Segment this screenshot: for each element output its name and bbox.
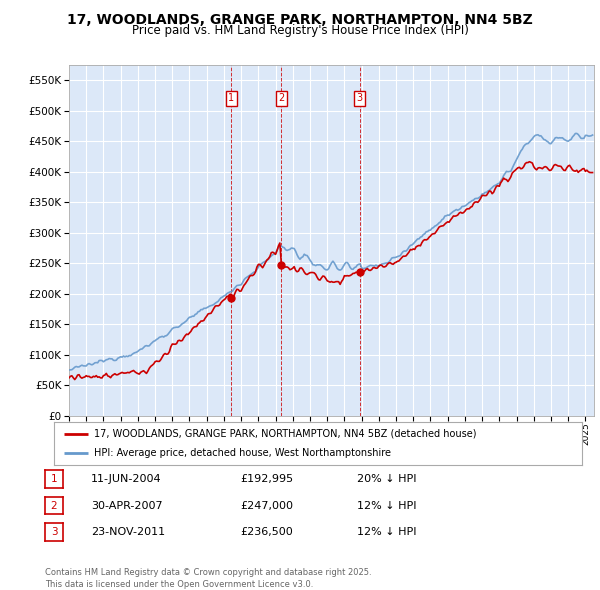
Text: Price paid vs. HM Land Registry's House Price Index (HPI): Price paid vs. HM Land Registry's House …	[131, 24, 469, 37]
Text: HPI: Average price, detached house, West Northamptonshire: HPI: Average price, detached house, West…	[94, 448, 391, 458]
Text: 30-APR-2007: 30-APR-2007	[91, 501, 163, 510]
Text: 3: 3	[50, 527, 58, 537]
Text: 17, WOODLANDS, GRANGE PARK, NORTHAMPTON, NN4 5BZ: 17, WOODLANDS, GRANGE PARK, NORTHAMPTON,…	[67, 13, 533, 27]
Text: 23-NOV-2011: 23-NOV-2011	[91, 527, 166, 537]
Text: 17, WOODLANDS, GRANGE PARK, NORTHAMPTON, NN4 5BZ (detached house): 17, WOODLANDS, GRANGE PARK, NORTHAMPTON,…	[94, 429, 476, 439]
Text: 11-JUN-2004: 11-JUN-2004	[91, 474, 162, 484]
Text: 3: 3	[356, 93, 363, 103]
Text: 1: 1	[229, 93, 235, 103]
Text: 12% ↓ HPI: 12% ↓ HPI	[357, 527, 416, 537]
Text: 12% ↓ HPI: 12% ↓ HPI	[357, 501, 416, 510]
Text: £236,500: £236,500	[240, 527, 293, 537]
Text: Contains HM Land Registry data © Crown copyright and database right 2025.
This d: Contains HM Land Registry data © Crown c…	[45, 568, 371, 589]
Text: £192,995: £192,995	[240, 474, 293, 484]
Text: £247,000: £247,000	[240, 501, 293, 510]
Text: 2: 2	[278, 93, 284, 103]
Text: 1: 1	[50, 474, 58, 484]
Text: 2: 2	[50, 501, 58, 510]
Text: 20% ↓ HPI: 20% ↓ HPI	[357, 474, 416, 484]
